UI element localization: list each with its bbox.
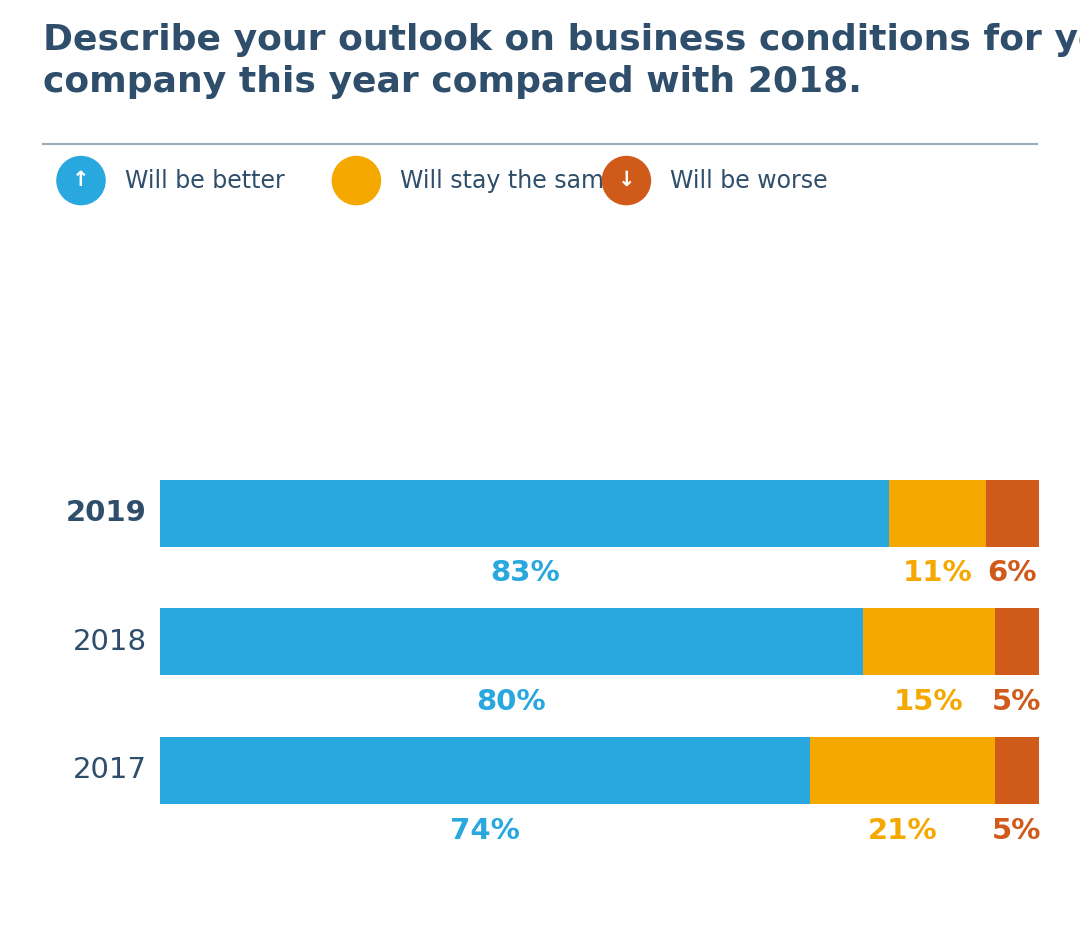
Text: 2017: 2017 — [72, 757, 147, 784]
Bar — [986, 480, 1039, 546]
Text: Will stay the same: Will stay the same — [400, 169, 619, 193]
Text: 2019: 2019 — [66, 499, 147, 527]
Text: 15%: 15% — [894, 688, 963, 716]
Text: Will be better: Will be better — [124, 169, 284, 193]
Text: ↑: ↑ — [72, 169, 90, 190]
Text: Will be worse: Will be worse — [670, 169, 827, 193]
Text: ↓: ↓ — [618, 169, 635, 190]
Bar — [810, 737, 995, 804]
Bar — [160, 608, 863, 675]
Text: 6%: 6% — [988, 559, 1037, 587]
Bar — [160, 480, 890, 546]
Text: 83%: 83% — [490, 559, 559, 587]
Bar — [995, 608, 1039, 675]
Bar — [995, 737, 1039, 804]
Text: 2018: 2018 — [72, 628, 147, 656]
Text: 74%: 74% — [450, 817, 521, 845]
Text: 21%: 21% — [868, 817, 937, 845]
Text: Describe your outlook on business conditions for your: Describe your outlook on business condit… — [43, 23, 1080, 57]
Text: 11%: 11% — [903, 559, 973, 587]
Text: 80%: 80% — [476, 688, 546, 716]
Bar — [863, 608, 995, 675]
Bar — [160, 737, 810, 804]
Text: 5%: 5% — [993, 817, 1041, 845]
Text: company this year compared with 2018.: company this year compared with 2018. — [43, 65, 862, 99]
Text: 5%: 5% — [993, 688, 1041, 716]
Bar — [890, 480, 986, 546]
